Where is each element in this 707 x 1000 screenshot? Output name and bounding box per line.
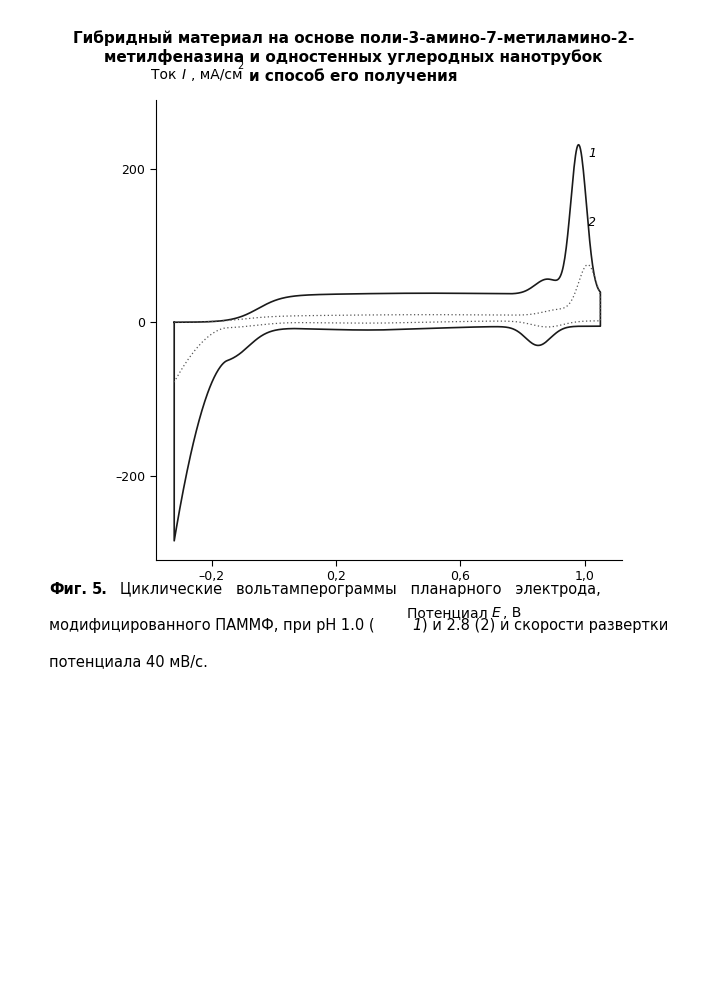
Text: 2: 2 [237, 61, 243, 71]
Text: Циклические   вольтамперограммы   планарного   электрода,: Циклические вольтамперограммы планарного… [120, 582, 601, 597]
Text: и способ его получения: и способ его получения [250, 68, 457, 84]
Text: Потенциал: Потенциал [407, 606, 491, 620]
Text: модифицированного ПАММФ, при рН 1.0 (: модифицированного ПАММФ, при рН 1.0 ( [49, 618, 375, 633]
Text: 5.: 5. [92, 582, 107, 597]
Text: Ток: Ток [151, 68, 181, 82]
Text: 1: 1 [588, 147, 596, 160]
Text: 1: 1 [412, 618, 421, 633]
Text: Фиг.: Фиг. [49, 582, 88, 597]
Text: , В: , В [503, 606, 522, 620]
Text: , мА/см: , мА/см [191, 68, 242, 82]
Text: E: E [491, 606, 501, 620]
Text: ) и 2.8 (2) и скорости развертки: ) и 2.8 (2) и скорости развертки [422, 618, 668, 633]
Text: I: I [181, 68, 185, 82]
Text: 2: 2 [588, 216, 596, 229]
Text: Гибридный материал на основе поли-3-амино-7-метиламино-2-: Гибридный материал на основе поли-3-амин… [73, 30, 634, 46]
Text: метилфеназина и одностенных углеродных нанотрубок: метилфеназина и одностенных углеродных н… [105, 49, 602, 65]
Text: потенциала 40 мВ/с.: потенциала 40 мВ/с. [49, 654, 209, 669]
